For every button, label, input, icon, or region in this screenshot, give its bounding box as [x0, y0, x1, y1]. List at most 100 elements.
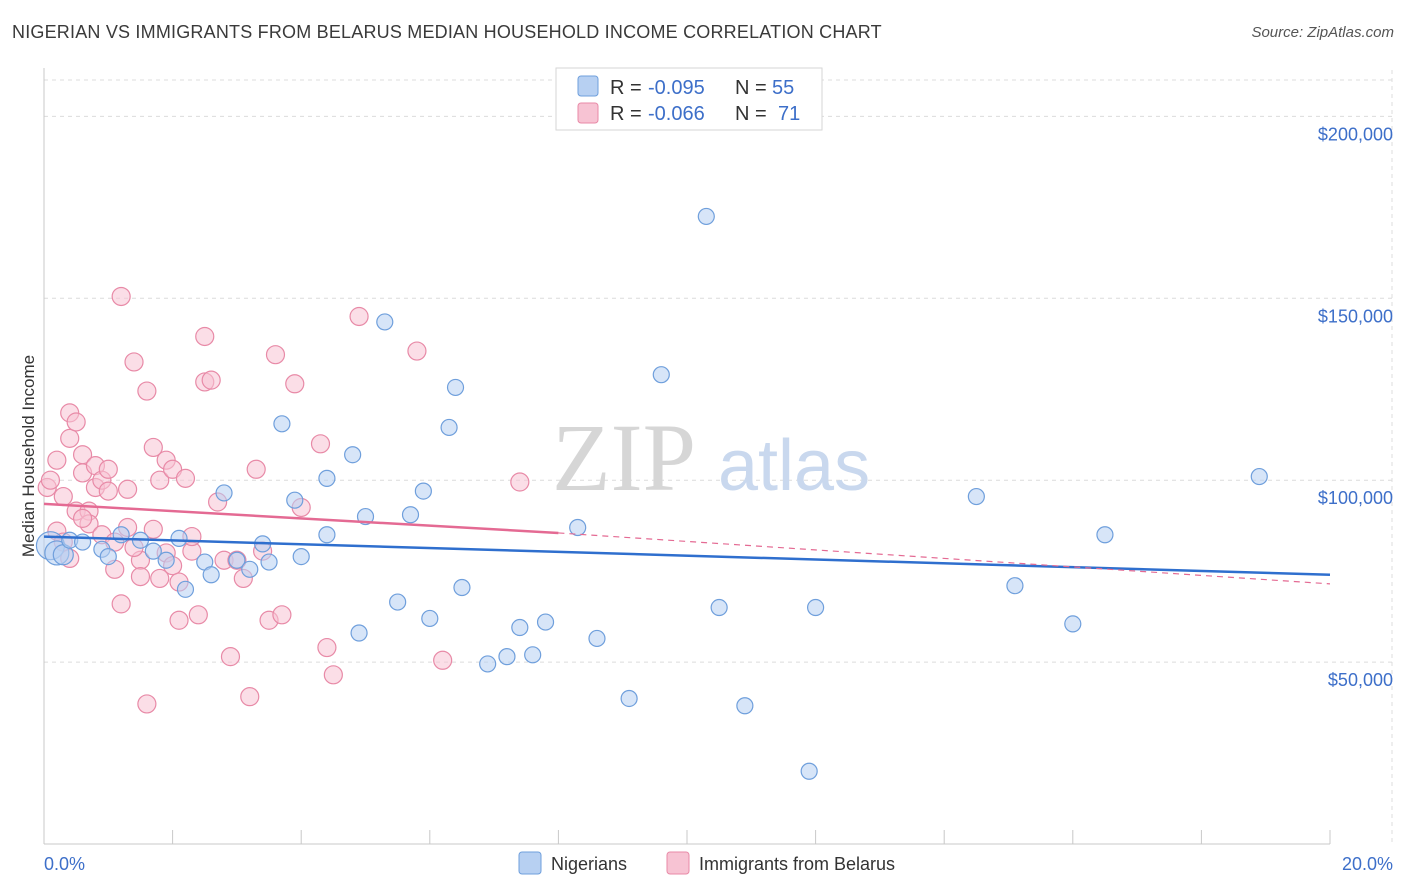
point-nigerians [228, 551, 246, 569]
point-nigerians [273, 415, 291, 433]
point-nigerians [1064, 615, 1082, 633]
y-axis-title: Median Household Income [19, 355, 38, 557]
legend-label-nigerians: Nigerians [551, 854, 627, 874]
point-nigerians [241, 560, 259, 578]
x-tick-label: 20.0% [1342, 854, 1393, 874]
point-nigerians [318, 469, 336, 487]
point-belarus [285, 374, 305, 394]
y-tick-label: $100,000 [1318, 488, 1393, 508]
point-belarus [143, 519, 163, 539]
point-belarus [175, 468, 196, 488]
point-belarus [117, 479, 138, 499]
point-nigerians [176, 580, 195, 598]
point-nigerians [421, 609, 439, 628]
watermark-atlas: atlas [718, 426, 870, 506]
trend-line-belarus [43, 502, 559, 535]
point-belarus [137, 694, 157, 714]
point-belarus [246, 459, 266, 479]
y-tick-label: $150,000 [1318, 306, 1393, 326]
point-nigerians [498, 648, 516, 666]
x-tick-label: 0.0% [44, 854, 85, 874]
point-nigerians [536, 613, 555, 631]
trend-line-belarus-extension [558, 532, 1331, 585]
point-belarus [98, 459, 118, 479]
point-nigerians [376, 313, 394, 331]
point-belarus [47, 450, 67, 470]
y-tick-labels: $50,000 $100,000 $150,000 $200,000 [1318, 124, 1393, 690]
point-belarus [137, 381, 157, 401]
point-belarus [317, 637, 337, 658]
point-belarus [98, 481, 118, 501]
watermark-zip: ZIP [552, 404, 696, 511]
trend-layer [43, 502, 1331, 585]
point-belarus [310, 434, 331, 454]
point-nigerians [112, 526, 130, 544]
stats-n-value-belarus: 71 [778, 103, 800, 125]
legend-swatch-nigerians [518, 851, 542, 875]
point-nigerians [588, 629, 606, 648]
point-nigerians [453, 578, 471, 597]
point-nigerians [440, 418, 458, 437]
point-nigerians [170, 529, 188, 548]
point-belarus [323, 665, 343, 685]
stats-n-label-belarus: N = [735, 103, 767, 125]
point-nigerians [1006, 577, 1024, 595]
point-nigerians [318, 526, 336, 544]
point-nigerians [286, 491, 304, 509]
legend-label-belarus: Immigrants from Belarus [699, 854, 895, 874]
point-belarus [169, 610, 189, 630]
y-tick-label: $200,000 [1318, 124, 1393, 144]
point-nigerians [736, 697, 754, 715]
stats-r-value-belarus: -0.066 [648, 103, 705, 125]
point-nigerians [800, 762, 818, 780]
stats-n-value-nigerians: 55 [772, 77, 794, 99]
point-belarus [72, 508, 93, 528]
stats-legend-box [555, 67, 823, 131]
point-belarus [272, 605, 292, 625]
point-nigerians [144, 542, 162, 560]
point-nigerians [620, 689, 638, 708]
point-nigerians [260, 553, 278, 571]
point-nigerians [401, 506, 420, 524]
point-nigerians [202, 566, 220, 584]
watermark: ZIP atlas [552, 404, 870, 511]
bottom-legend: Nigerians Immigrants from Belarus [518, 851, 895, 875]
point-belarus [201, 370, 221, 390]
stats-swatch-nigerians [577, 75, 599, 97]
point-belarus [53, 486, 73, 507]
chart-title: NIGERIAN VS IMMIGRANTS FROM BELARUS MEDI… [12, 22, 882, 42]
axes-layer [43, 68, 1331, 845]
y-tick-label: $50,000 [1328, 670, 1393, 690]
stats-n-label-nigerians: N = [735, 77, 767, 99]
point-nigerians [1096, 526, 1114, 544]
point-nigerians [414, 482, 432, 500]
point-belarus [240, 687, 260, 707]
x-tick-labels: 0.0% 20.0% [44, 854, 1393, 874]
point-nigerians [806, 598, 825, 617]
stats-r-label-belarus: R = [610, 103, 642, 125]
point-nigerians [344, 446, 362, 464]
point-nigerians [569, 518, 587, 537]
point-belarus [407, 341, 427, 361]
point-nigerians [967, 487, 985, 506]
point-belarus [111, 286, 131, 307]
point-belarus [40, 470, 61, 490]
point-belarus [143, 437, 163, 458]
point-belarus [265, 345, 286, 365]
legend-swatch-belarus [666, 851, 690, 875]
stats-legend: R = -0.095 N = 55 R = -0.066 N = 71 [555, 67, 823, 131]
point-nigerians [1250, 467, 1268, 486]
trend-line-nigerians [43, 535, 1331, 577]
point-belarus [60, 428, 80, 448]
point-belarus [150, 470, 170, 490]
point-belarus [349, 306, 369, 327]
point-nigerians [511, 618, 529, 637]
point-nigerians [479, 655, 497, 673]
point-belarus [195, 326, 215, 347]
point-nigerians [292, 547, 310, 566]
stats-swatch-belarus [577, 102, 599, 124]
point-nigerians [215, 484, 233, 502]
point-belarus [433, 650, 453, 670]
point-nigerians [710, 598, 728, 617]
